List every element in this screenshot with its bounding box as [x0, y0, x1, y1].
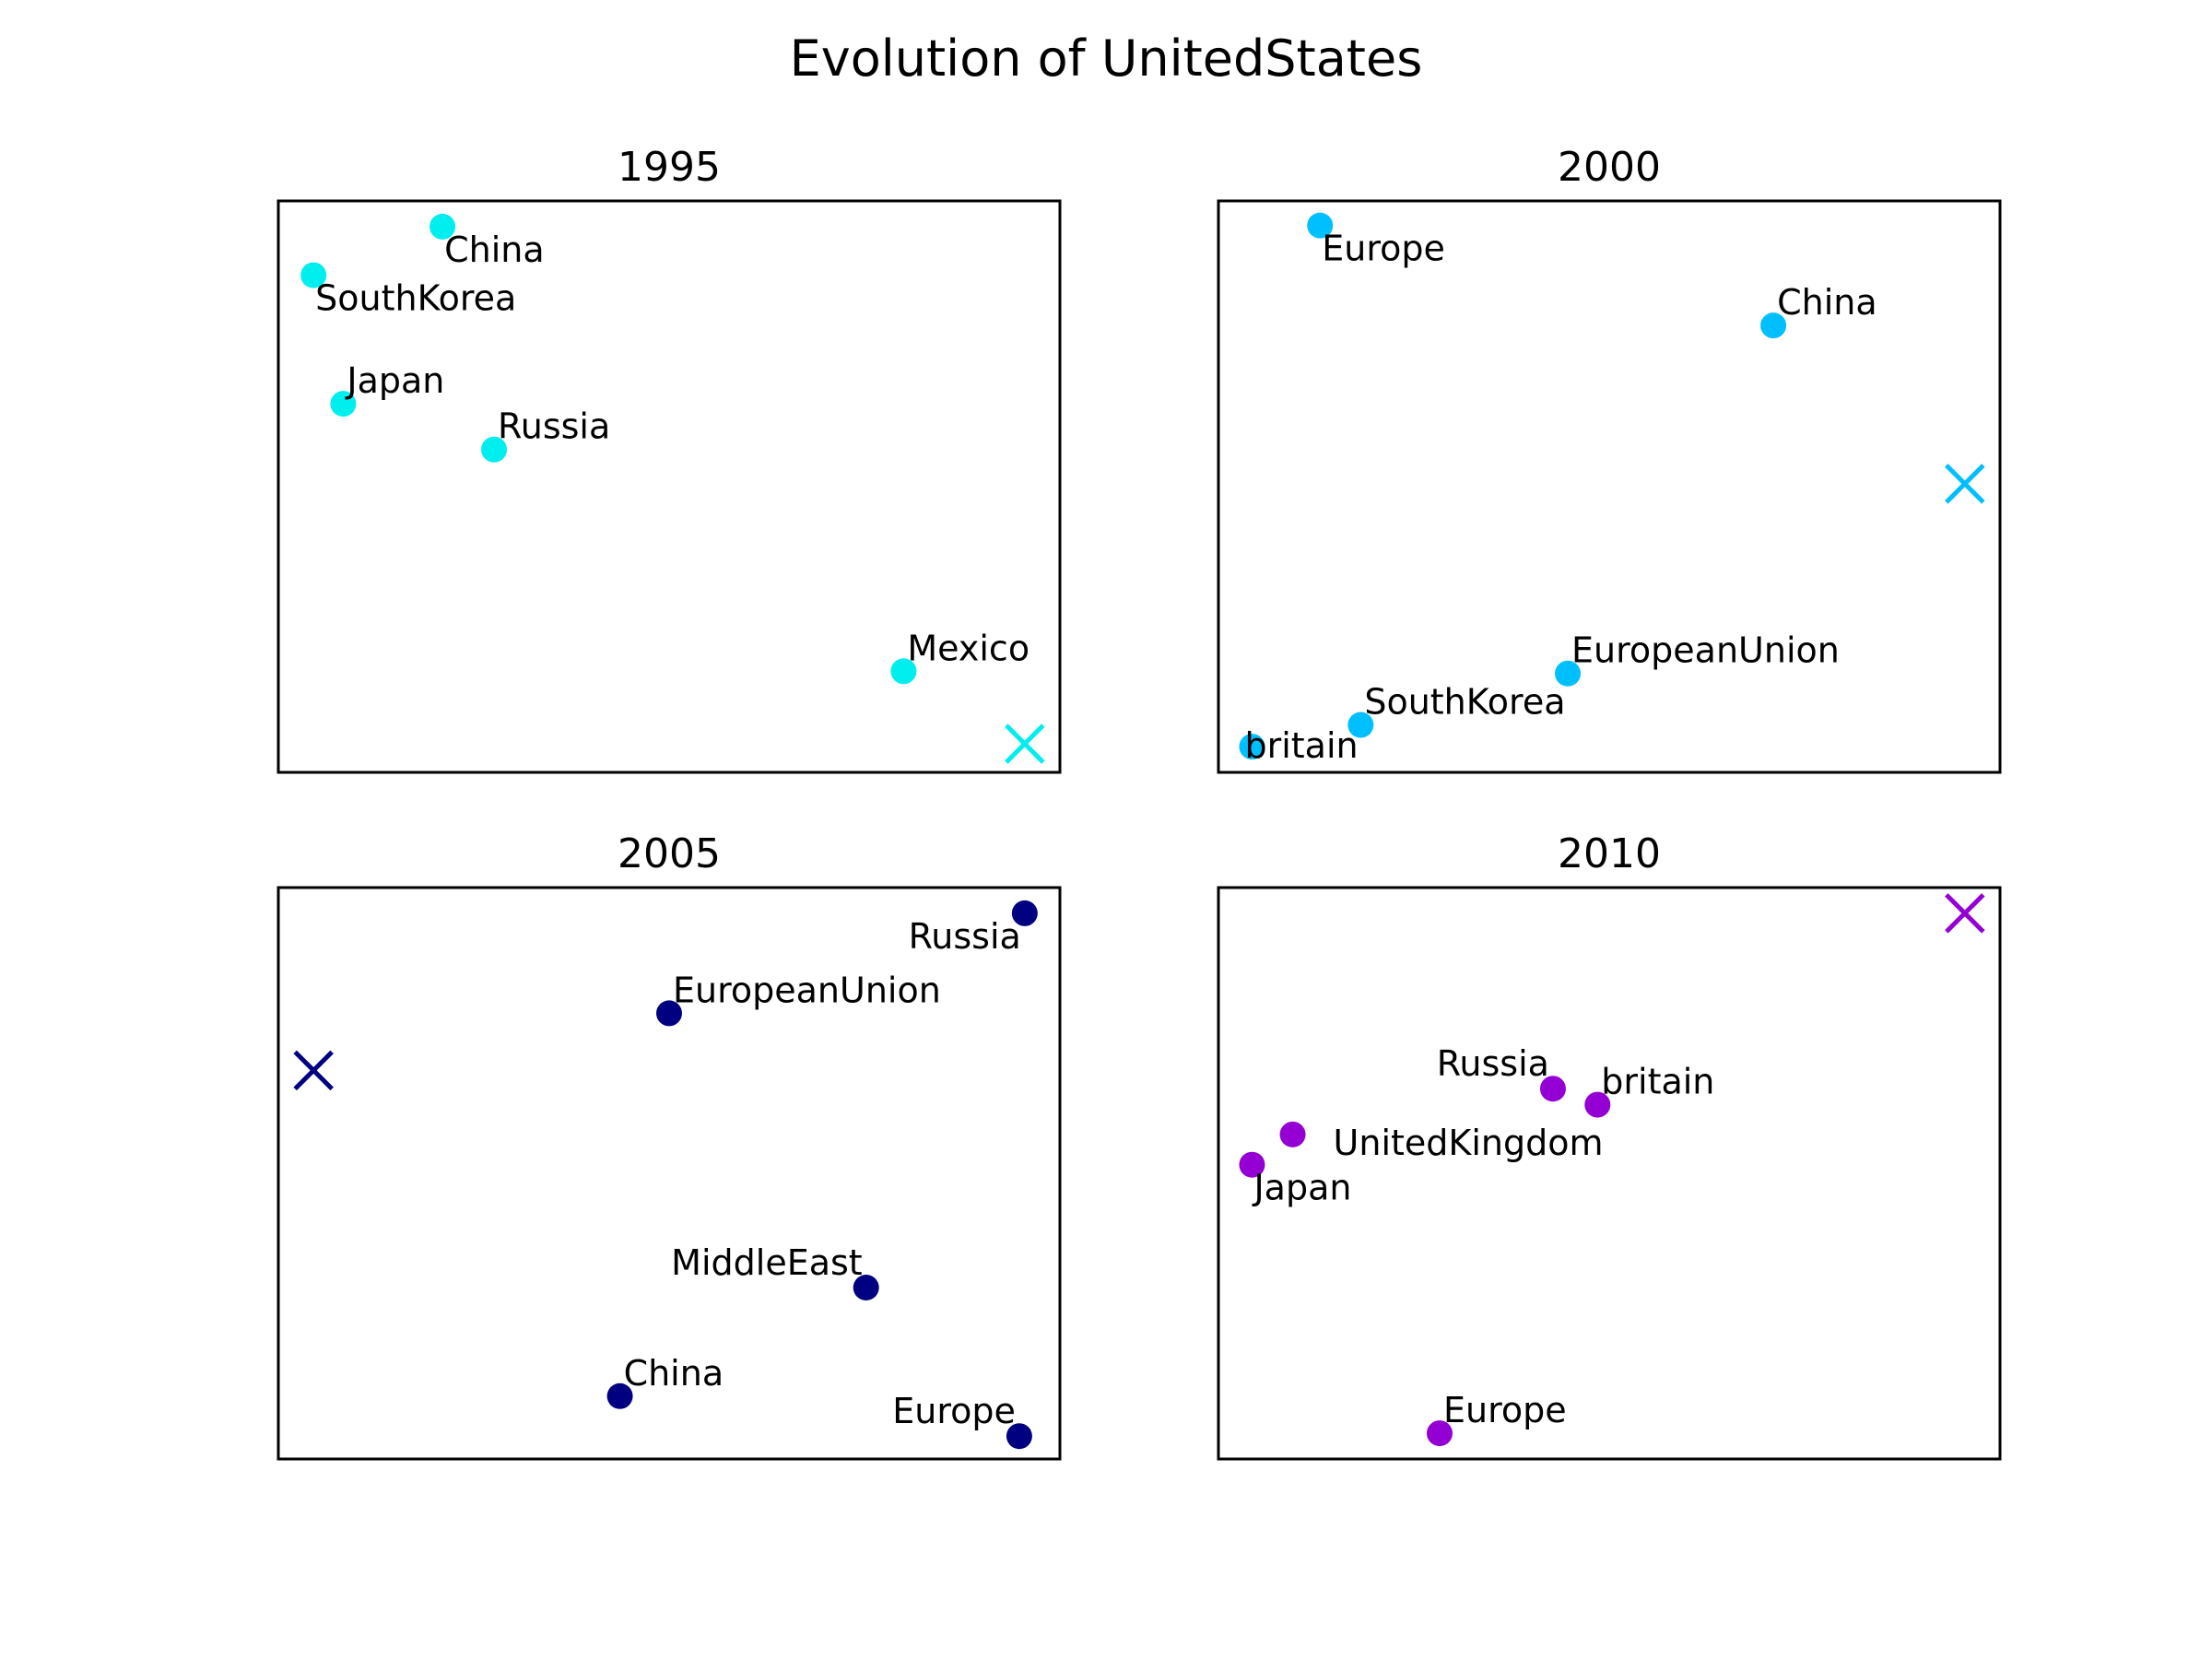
point-unitedkingdom: [1279, 1121, 1306, 1147]
point-russia: [481, 436, 508, 463]
point-europe: [1307, 212, 1334, 239]
point-label: britain: [1244, 725, 1358, 766]
point-label: EuropeanUnion: [673, 970, 941, 1010]
point-britain: [1584, 1091, 1611, 1118]
point-label: Russia: [909, 916, 1021, 957]
point-middleeast: [853, 1275, 879, 1300]
point-label: Japan: [345, 360, 444, 401]
point-britain: [1239, 734, 1265, 760]
point-china: [606, 1382, 633, 1409]
point-europeanunion: [1555, 660, 1582, 687]
panel-title: 2010: [1558, 830, 1661, 877]
point-southkorea: [1347, 712, 1374, 738]
point-label: MiddleEast: [671, 1242, 863, 1283]
point-southkorea: [300, 262, 327, 288]
point-europe: [1426, 1420, 1453, 1447]
target-marker-x-icon: [1945, 464, 1985, 504]
point-china: [429, 213, 456, 240]
point-china: [1760, 312, 1787, 339]
panel-2010: 2010 Russia britain UnitedKingdom Japan Europ…: [1217, 830, 2002, 1461]
axes-frame: [276, 199, 1062, 774]
point-label: EuropeanUnion: [1571, 630, 1840, 671]
point-japan: [330, 391, 357, 418]
panels: 1995 China SouthKorea Japan Russia Mexico 2000…: [276, 144, 2002, 1461]
point-russia: [1539, 1076, 1566, 1102]
panel-2005: 2005 Russia EuropeanUnion MiddleEast China Eu…: [276, 830, 1062, 1461]
target-marker-x-icon: [1005, 724, 1045, 764]
target-marker-x-icon: [1945, 893, 1985, 934]
point-europeanunion: [656, 1000, 682, 1027]
panel-1995: 1995 China SouthKorea Japan Russia Mexico: [276, 144, 1062, 774]
point-label: UnitedKingdom: [1334, 1123, 1604, 1163]
point-japan: [1239, 1151, 1265, 1178]
point-label: britain: [1601, 1062, 1714, 1102]
panel-title: 2005: [618, 830, 721, 877]
point-mexico: [890, 658, 917, 685]
point-label: China: [624, 1353, 724, 1394]
axes-frame: [276, 886, 1062, 1461]
point-label: Europe: [1443, 1390, 1567, 1430]
panel-title: 1995: [618, 144, 721, 191]
point-label: Europe: [892, 1391, 1016, 1431]
point-label: SouthKorea: [315, 278, 516, 319]
axes-frame: [1217, 886, 2002, 1461]
point-label: Mexico: [907, 628, 1030, 668]
point-label: SouthKorea: [1364, 682, 1565, 723]
panel-2000: 2000 Europe China EuropeanUnionSouthKoreabr…: [1217, 144, 2002, 774]
point-label: China: [444, 229, 545, 270]
point-europe: [1006, 1423, 1032, 1450]
point-label: China: [1777, 282, 1877, 323]
target-marker-x-icon: [293, 1050, 334, 1091]
point-label: Europe: [1322, 229, 1445, 269]
point-russia: [1011, 900, 1038, 926]
point-label: Japan: [1252, 1168, 1351, 1208]
point-label: Russia: [1437, 1043, 1549, 1084]
panel-title: 2000: [1558, 144, 1661, 191]
point-label: Russia: [498, 406, 610, 447]
chart-title: Evolution of UnitedStates: [790, 29, 1423, 88]
axes-frame: [1217, 199, 2002, 774]
